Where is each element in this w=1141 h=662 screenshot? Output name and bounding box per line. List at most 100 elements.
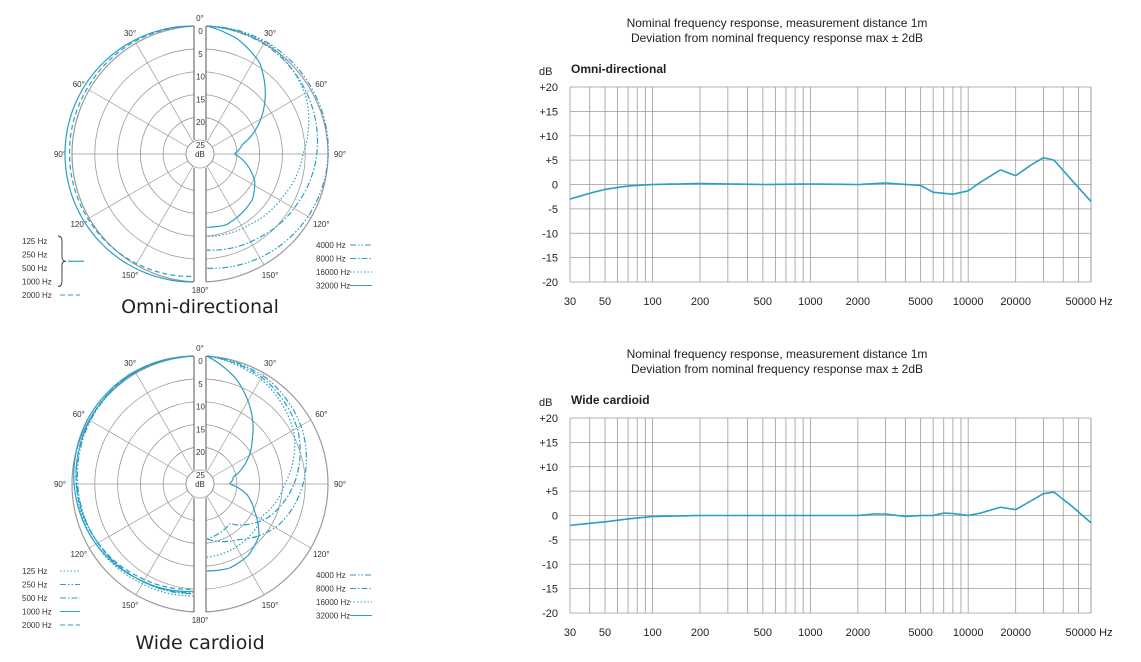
angle-label: 60° xyxy=(315,410,327,419)
angle-label: 150° xyxy=(262,601,279,610)
legend-label-left: 250 Hz xyxy=(22,251,47,260)
legend-label-left: 1000 Hz xyxy=(22,608,52,617)
y-tick-label: +20 xyxy=(539,413,558,425)
x-tick-label: 500 xyxy=(754,627,772,639)
legend-label-right: 4000 Hz xyxy=(316,241,346,250)
chart-header-line1: Nominal frequency response, measurement … xyxy=(627,16,928,30)
polar-ring xyxy=(185,139,215,169)
polar-spoke xyxy=(211,419,312,478)
angle-label: 0° xyxy=(196,14,204,23)
legend-label-right: 4000 Hz xyxy=(316,571,346,580)
y-tick-label: +15 xyxy=(539,437,558,449)
x-tick-label: 50 xyxy=(599,296,611,308)
angle-label: 30° xyxy=(124,29,136,38)
angle-label: 90° xyxy=(54,480,66,489)
legend-label-right: 8000 Hz xyxy=(316,255,346,264)
polar-curve-125-1000-hz xyxy=(64,25,194,283)
angle-label: 180° xyxy=(192,286,209,295)
angle-label: 30° xyxy=(264,359,276,368)
polar-spoke xyxy=(88,89,189,148)
angle-label: 150° xyxy=(122,271,139,280)
y-tick-label: 0 xyxy=(552,511,558,523)
y-axis-unit: dB xyxy=(539,66,552,78)
polar-curve-32000-hz xyxy=(206,355,260,572)
polar-center-gap xyxy=(194,470,206,498)
x-tick-label: 200 xyxy=(691,296,709,308)
frequency-response-line xyxy=(569,491,1092,527)
polar-curve-125-hz xyxy=(75,355,194,597)
polar-spoke xyxy=(88,419,189,478)
polar-spoke xyxy=(211,490,312,549)
angle-label: 150° xyxy=(262,271,279,280)
angle-label: 90° xyxy=(54,150,66,159)
y-tick-label: +5 xyxy=(545,155,558,167)
polar-chart-title: Omni-directional xyxy=(121,296,279,318)
ring-label: 15 xyxy=(196,425,205,434)
ring-label: 10 xyxy=(196,403,205,412)
legend-label-right: 8000 Hz xyxy=(316,585,346,594)
angle-label: 120° xyxy=(313,550,330,559)
x-tick-label: 100 xyxy=(643,296,661,308)
legend-label-left: 500 Hz xyxy=(22,264,47,273)
polar-curve-4000-hz xyxy=(206,25,329,269)
chart-header-line2: Deviation from nominal frequency respons… xyxy=(631,31,923,45)
angle-label: 120° xyxy=(70,220,87,229)
legend-label-right: 16000 Hz xyxy=(316,268,350,277)
ring-label: 0 xyxy=(198,357,203,366)
x-tick-label: 10000 xyxy=(953,627,984,639)
legend-label-right: 32000 Hz xyxy=(316,612,350,621)
x-tick-label: 5000 xyxy=(908,627,932,639)
y-tick-label: +10 xyxy=(539,131,558,143)
legend-brace xyxy=(57,235,67,287)
polar-spoke xyxy=(206,42,265,143)
x-tick-label: 30 xyxy=(564,296,576,308)
y-tick-label: -20 xyxy=(542,608,558,620)
legend-label-left: 250 Hz xyxy=(22,581,47,590)
polar-spoke xyxy=(135,165,194,266)
legend-label-left: 125 Hz xyxy=(22,567,47,576)
angle-label: 0° xyxy=(196,344,204,353)
polar-spoke xyxy=(135,372,194,473)
x-tick-label: 500 xyxy=(754,296,772,308)
polar-curve-4000-hz xyxy=(206,355,308,543)
x-tick-label: 1000 xyxy=(798,296,822,308)
ring-label: 5 xyxy=(198,50,203,59)
y-tick-label: -5 xyxy=(548,535,558,547)
x-tick-label: 20000 xyxy=(1000,627,1031,639)
x-tick-label: 30 xyxy=(564,627,576,639)
x-tick-label: 20000 xyxy=(1000,296,1031,308)
x-tick-label: 2000 xyxy=(846,627,870,639)
frequency-chart-title: Wide cardioid xyxy=(571,393,650,407)
angle-label: 60° xyxy=(315,80,327,89)
polar-spoke xyxy=(211,160,312,219)
polar-ring xyxy=(185,469,215,499)
polar-curve-1000-hz xyxy=(73,355,194,593)
polar-spoke xyxy=(88,160,189,219)
polar-spoke xyxy=(135,495,194,596)
x-tick-label: 50000 Hz xyxy=(1066,296,1113,308)
angle-label: 60° xyxy=(73,410,85,419)
legend-label-left: 2000 Hz xyxy=(22,291,52,300)
polar-unit-label: dB xyxy=(195,150,205,159)
x-tick-label: 10000 xyxy=(953,296,984,308)
angle-label: 90° xyxy=(334,150,346,159)
polar-curve-16000-hz xyxy=(206,25,310,237)
angle-label: 30° xyxy=(264,29,276,38)
legend-label-right: 16000 Hz xyxy=(316,598,350,607)
x-tick-label: 100 xyxy=(643,627,661,639)
frequency-chart-wide-cardioid: Nominal frequency response, measurement … xyxy=(539,347,1113,639)
y-tick-label: -15 xyxy=(542,253,558,265)
x-tick-label: 50000 Hz xyxy=(1066,627,1113,639)
angle-label: 120° xyxy=(70,550,87,559)
polar-spoke xyxy=(206,372,265,473)
y-tick-label: 0 xyxy=(552,180,558,192)
polar-spoke xyxy=(206,165,265,266)
y-tick-label: -5 xyxy=(548,204,558,216)
y-tick-label: +15 xyxy=(539,106,558,118)
frequency-chart-title: Omni-directional xyxy=(571,62,666,76)
ring-label: 20 xyxy=(196,448,205,457)
x-tick-label: 5000 xyxy=(908,296,932,308)
y-tick-label: +10 xyxy=(539,462,558,474)
